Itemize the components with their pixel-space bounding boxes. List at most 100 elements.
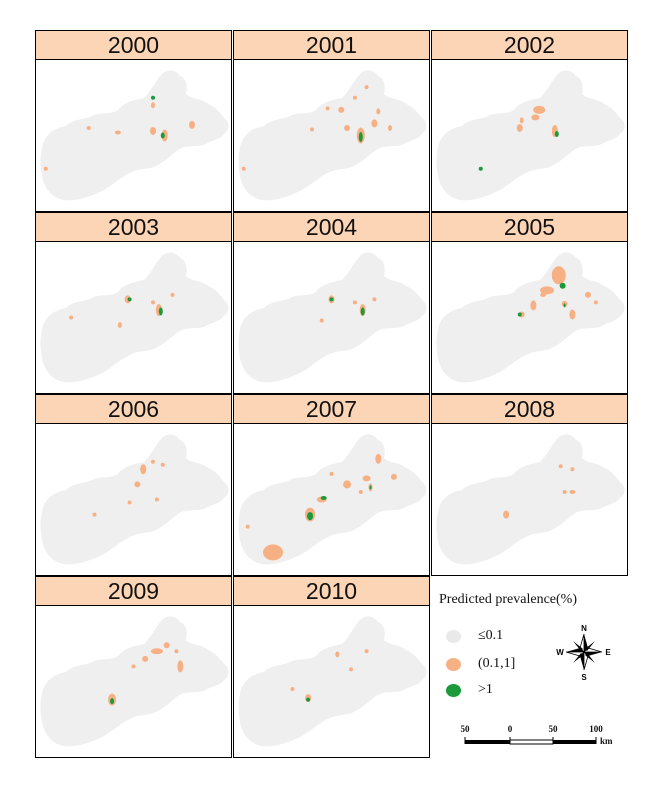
study-region xyxy=(40,70,229,201)
mid-prevalence-patch xyxy=(117,322,122,329)
study-region xyxy=(238,434,427,565)
map-panel-2004: 2004 xyxy=(233,212,430,394)
panel-year-label: 2004 xyxy=(234,213,429,242)
high-prevalence-patch xyxy=(358,132,363,143)
high-prevalence-patch xyxy=(151,95,155,100)
mid-prevalence-patch xyxy=(562,489,567,494)
mid-prevalence-patch xyxy=(388,124,392,131)
mid-prevalence-patch xyxy=(364,649,369,654)
study-region xyxy=(436,70,625,201)
mid-prevalence-patch xyxy=(92,512,97,517)
mid-prevalence-patch xyxy=(364,85,369,90)
panel-year-label: 2010 xyxy=(234,577,429,606)
mid-prevalence-patch xyxy=(349,667,353,672)
mid-prevalence-patch xyxy=(519,117,524,124)
high-prevalence-patch xyxy=(563,303,566,308)
mid-prevalence-patch xyxy=(319,318,324,323)
mid-prevalence-patch xyxy=(503,510,510,519)
study-region xyxy=(238,616,427,747)
legend-label-mid: (0.1,1] xyxy=(478,656,516,671)
mid-prevalence-patch xyxy=(43,166,48,171)
mid-prevalence-patch xyxy=(371,119,378,128)
panel-year-label: 2006 xyxy=(36,395,231,424)
mid-prevalence-patch xyxy=(86,125,91,130)
map-panel-2008: 2008 xyxy=(431,394,628,576)
study-region xyxy=(436,252,625,383)
prevalence-map xyxy=(40,252,229,383)
legend: Predicted prevalence(%) ≤0.1 (0.1,1] >1 … xyxy=(432,578,632,758)
compass-west-label: W xyxy=(556,648,564,657)
mid-prevalence-patch xyxy=(131,664,136,669)
map-panel-2003: 2003 xyxy=(35,212,232,394)
mid-prevalence-patch xyxy=(530,300,537,311)
scale-label-neg50: 50 xyxy=(460,724,470,734)
prevalence-map xyxy=(238,70,427,201)
high-prevalence-patch xyxy=(369,485,372,490)
study-region xyxy=(238,252,427,383)
compass-north-label: N xyxy=(581,624,587,633)
map-panel-2005: 2005 xyxy=(431,212,628,394)
mid-prevalence-patch xyxy=(290,687,295,692)
scale-label-100: 100 xyxy=(589,724,603,734)
mid-prevalence-patch xyxy=(263,544,283,561)
mid-prevalence-patch xyxy=(593,300,598,305)
mid-prevalence-patch xyxy=(533,105,546,114)
study-region xyxy=(238,70,427,201)
mid-prevalence-patch xyxy=(372,297,377,302)
high-prevalence-patch xyxy=(329,297,334,302)
map-panel-2001: 2001 xyxy=(233,30,430,212)
study-region xyxy=(436,434,625,565)
panel-year-label: 2005 xyxy=(432,213,627,242)
panel-year-label: 2008 xyxy=(432,395,627,424)
panel-year-label: 2007 xyxy=(234,395,429,424)
panel-year-label: 2002 xyxy=(432,31,627,60)
mid-prevalence-patch xyxy=(343,480,352,489)
mid-prevalence-patch xyxy=(558,464,563,469)
legend-swatch-mid xyxy=(446,658,461,671)
mid-prevalence-patch xyxy=(140,464,147,475)
scale-label-50: 50 xyxy=(548,724,558,734)
compass-star xyxy=(565,633,603,671)
high-prevalence-patch xyxy=(478,166,483,171)
mid-prevalence-patch xyxy=(151,102,155,109)
mid-prevalence-patch xyxy=(69,315,74,320)
mid-prevalence-patch xyxy=(376,108,381,115)
map-panel-2000: 2000 xyxy=(35,30,232,212)
high-prevalence-patch xyxy=(306,697,311,702)
compass-east-label: E xyxy=(605,648,611,657)
mid-prevalence-patch xyxy=(245,524,250,529)
mid-prevalence-patch xyxy=(160,462,165,467)
scale-bar-graphic xyxy=(464,737,597,745)
mid-prevalence-patch xyxy=(358,489,363,494)
high-prevalence-patch xyxy=(127,297,132,302)
mid-prevalence-patch xyxy=(325,106,330,111)
legend-label-high: >1 xyxy=(478,682,493,697)
mid-prevalence-patch xyxy=(150,126,156,135)
map-panel-2006: 2006 xyxy=(35,394,232,576)
prevalence-map xyxy=(40,434,229,565)
map-panel-2010: 2010 xyxy=(233,576,430,758)
mid-prevalence-patch xyxy=(585,291,591,298)
mid-prevalence-patch xyxy=(352,95,357,100)
mid-prevalence-patch xyxy=(516,123,523,132)
mid-prevalence-patch xyxy=(127,500,132,505)
prevalence-map xyxy=(436,434,625,565)
mid-prevalence-patch xyxy=(151,459,155,464)
legend-label-low: ≤0.1 xyxy=(478,628,504,643)
mid-prevalence-patch xyxy=(154,497,159,502)
mid-prevalence-patch xyxy=(310,127,314,132)
scale-label-0: 0 xyxy=(507,724,513,734)
prevalence-map xyxy=(238,434,427,565)
mid-prevalence-patch xyxy=(531,114,540,121)
mid-prevalence-patch xyxy=(569,489,576,494)
panel-year-label: 2009 xyxy=(36,577,231,606)
mid-prevalence-patch xyxy=(551,266,566,285)
high-prevalence-patch xyxy=(517,312,522,317)
mid-prevalence-patch xyxy=(570,467,575,472)
prevalence-map xyxy=(238,252,427,383)
mid-prevalence-patch xyxy=(390,473,397,480)
mid-prevalence-patch xyxy=(241,166,246,171)
legend-title: Predicted prevalence(%) xyxy=(439,592,577,607)
mid-prevalence-patch xyxy=(150,648,163,655)
high-prevalence-patch xyxy=(360,307,365,316)
